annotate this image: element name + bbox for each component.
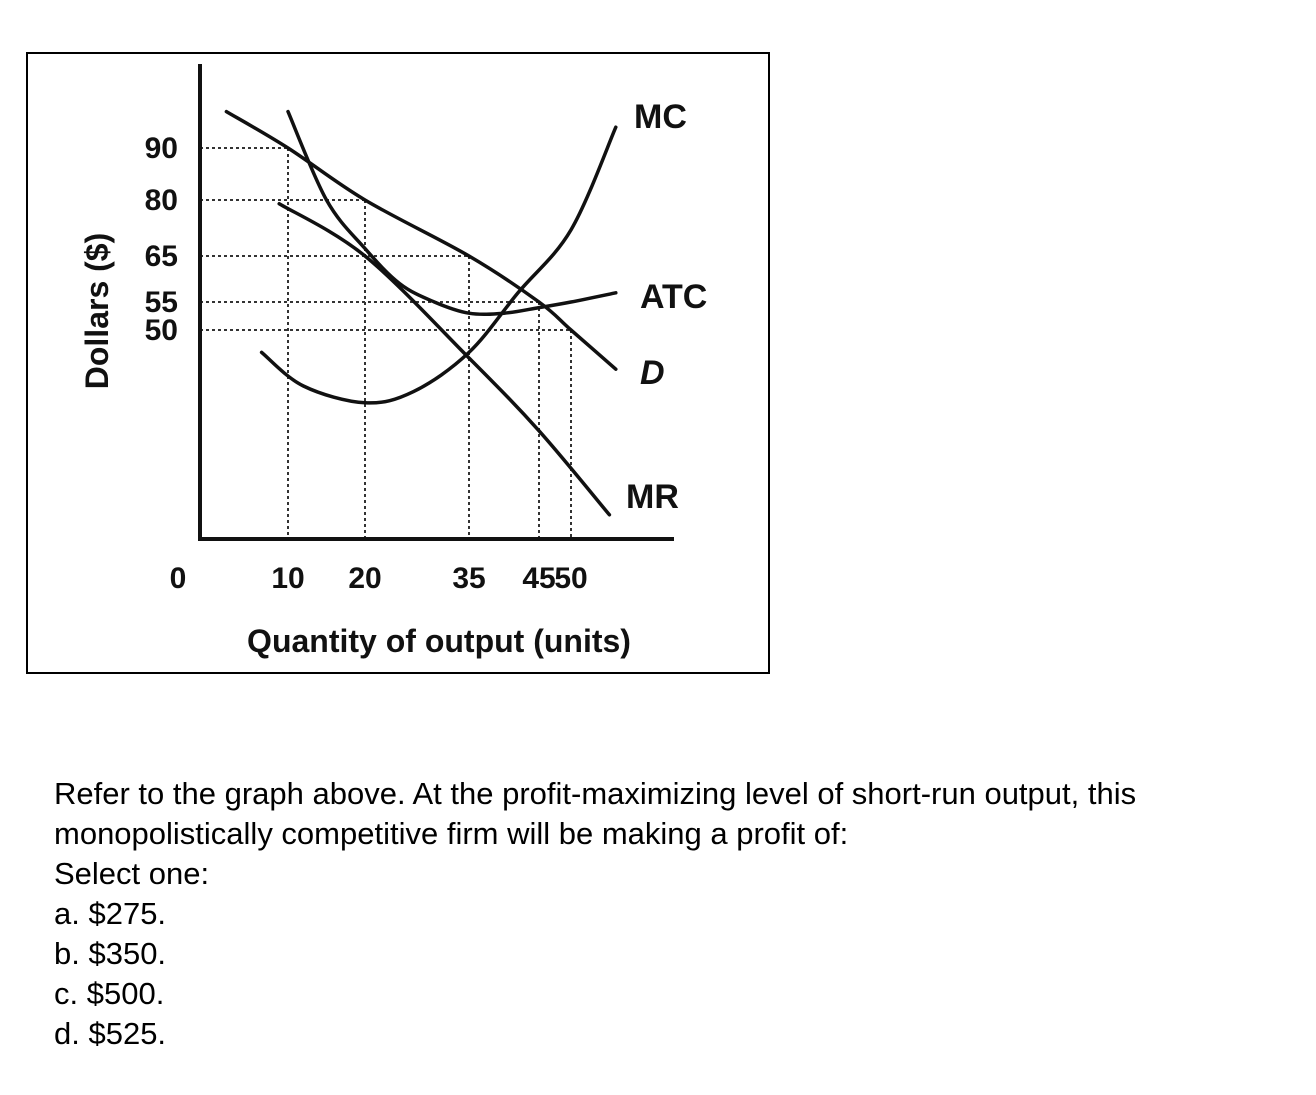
x-tick-0: 0 <box>170 562 187 595</box>
question-text: Refer to the graph above. At the profit-… <box>54 776 1137 851</box>
curve-mc <box>259 125 618 405</box>
label-mr: MR <box>626 478 679 516</box>
curve-d <box>224 109 618 371</box>
label-atc: ATC <box>640 278 707 316</box>
question-block: Refer to the graph above. At the profit-… <box>54 774 1304 1054</box>
option-a[interactable]: a. $275. <box>54 896 167 931</box>
x-axis-title: Quantity of output (units) <box>247 623 631 659</box>
x-tick-35: 35 <box>452 562 485 595</box>
label-d: D <box>640 354 665 392</box>
x-tick-45: 45 <box>522 562 555 595</box>
option-b[interactable]: b. $350. <box>54 936 167 971</box>
y-axis-title: Dollars ($) <box>79 233 115 389</box>
y-tick-65: 65 <box>145 240 178 273</box>
curve-mr <box>277 201 612 517</box>
curve-atc <box>286 109 618 317</box>
label-mc: MC <box>634 98 687 136</box>
y-tick-90: 90 <box>145 132 178 165</box>
x-tick-20: 20 <box>348 562 381 595</box>
option-d[interactable]: d. $525. <box>54 1016 167 1051</box>
y-tick-50: 50 <box>145 314 178 347</box>
x-tick-10: 10 <box>271 562 304 595</box>
option-c[interactable]: c. $500. <box>54 976 165 1011</box>
y-tick-55: 55 <box>145 286 178 319</box>
chart-frame: 0 10 20 35 45 50 90 80 65 55 50 MC ATC D MR Quantity … <box>26 52 770 674</box>
y-tick-80: 80 <box>145 184 178 217</box>
x-tick-50: 50 <box>554 562 587 595</box>
select-prompt: Select one: <box>54 856 210 891</box>
